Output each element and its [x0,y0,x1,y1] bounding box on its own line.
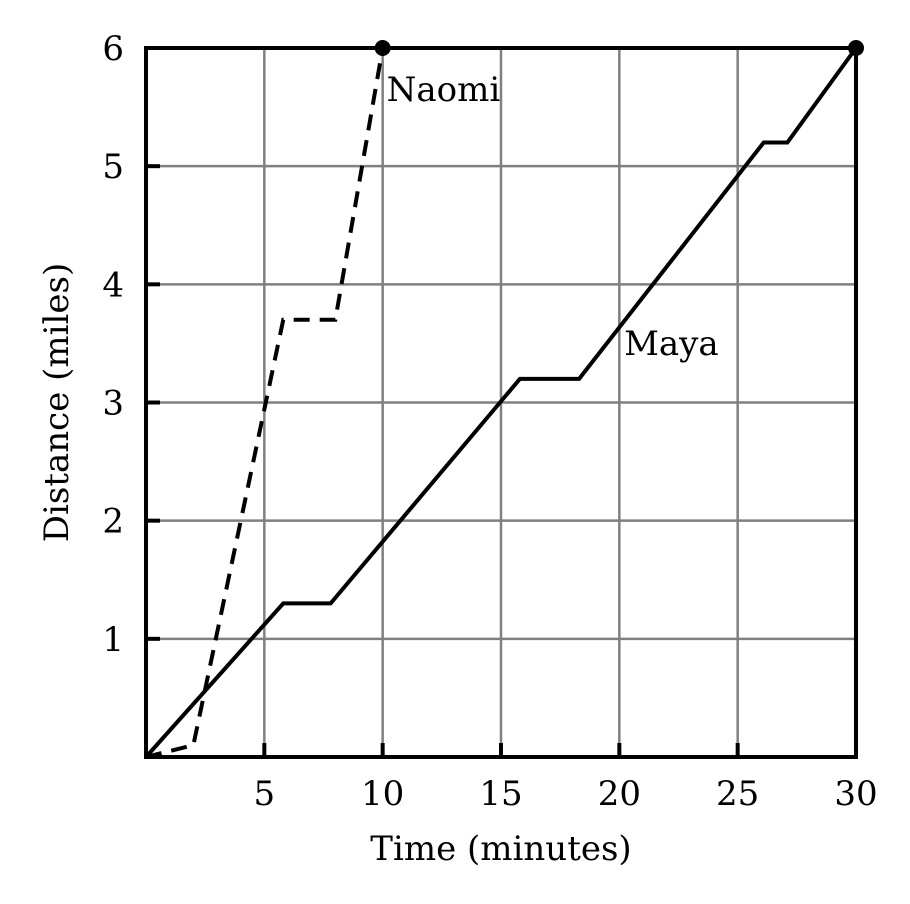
x-tick-label: 30 [834,774,877,814]
y-tick-label: 5 [102,147,124,187]
y-tick-label: 4 [102,265,124,305]
series-line-naomi [145,47,385,759]
series-label-naomi: Naomi [387,70,501,110]
series-labels: Naomi Maya [387,70,719,364]
x-tick-label: 20 [598,774,641,814]
x-axis-label: Time (minutes) [370,829,631,869]
x-tick-label: 5 [254,774,276,814]
y-tick-label: 3 [102,384,124,424]
x-tick-label: 10 [361,774,404,814]
series-lines [144,40,864,759]
y-tick-label: 2 [102,502,124,542]
y-tick-label: 1 [102,620,124,660]
x-tick-label: 25 [716,774,759,814]
axis-ticks: 5 10 15 20 25 30 1 2 3 4 5 6 [102,29,877,814]
y-axis-label: Distance (miles) [37,263,77,542]
series-label-maya: Maya [624,324,719,364]
x-tick-label: 15 [479,774,522,814]
y-tick-label: 6 [102,29,124,69]
series-line-maya [144,46,858,759]
